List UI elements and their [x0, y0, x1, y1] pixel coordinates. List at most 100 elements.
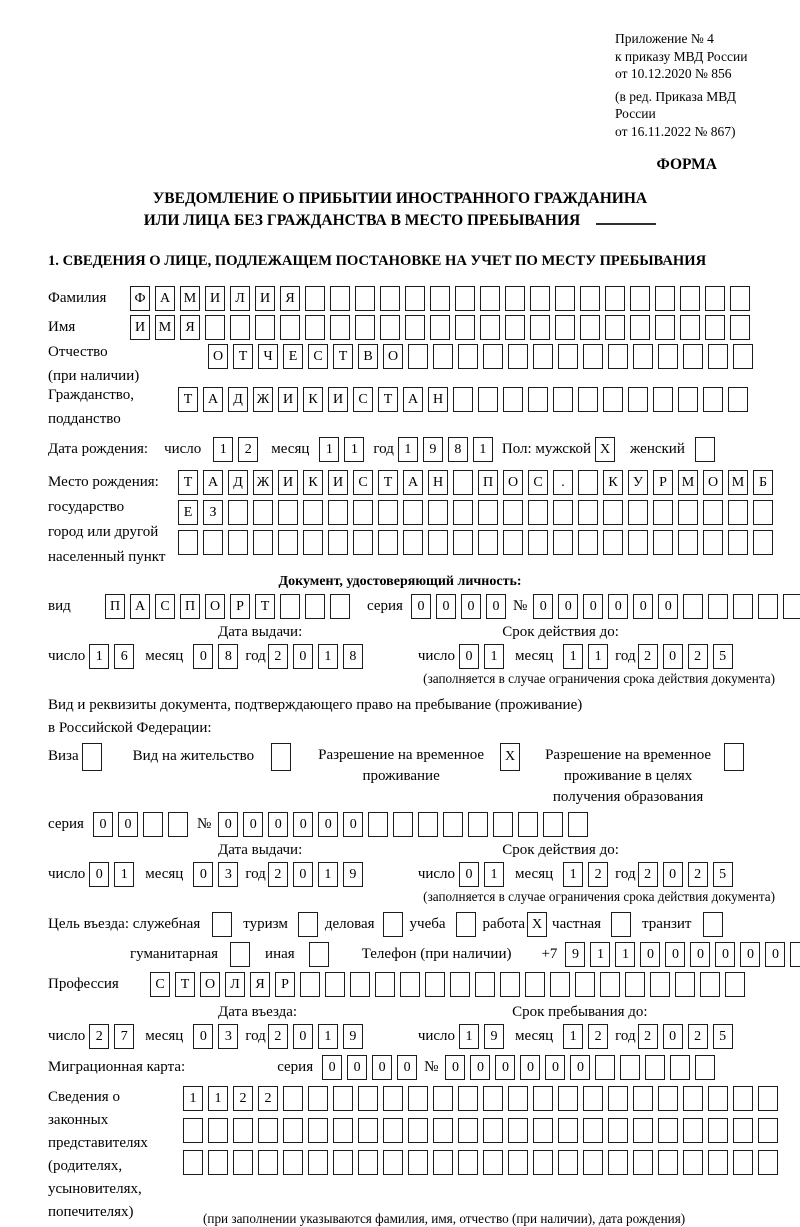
- char-box[interactable]: [508, 1086, 528, 1111]
- char-box[interactable]: [455, 315, 475, 340]
- char-box[interactable]: 1: [472, 437, 493, 462]
- char-box[interactable]: Ж: [253, 387, 273, 412]
- char-box[interactable]: 5: [712, 644, 733, 669]
- char-box[interactable]: [633, 1118, 653, 1143]
- char-box[interactable]: [428, 500, 448, 525]
- char-box[interactable]: [583, 1086, 603, 1111]
- char-box[interactable]: [730, 286, 750, 311]
- char-box[interactable]: Т: [233, 344, 253, 369]
- char-box[interactable]: 1: [317, 862, 338, 887]
- char-box[interactable]: 0: [292, 644, 313, 669]
- char-box[interactable]: 1: [459, 1024, 480, 1049]
- char-box[interactable]: 0: [243, 812, 264, 837]
- char-box[interactable]: М: [728, 470, 748, 495]
- char-box[interactable]: [503, 500, 523, 525]
- char-box[interactable]: [733, 1118, 753, 1143]
- char-box[interactable]: 1: [615, 942, 636, 967]
- char-box[interactable]: [330, 315, 350, 340]
- char-box[interactable]: 2: [258, 1086, 278, 1111]
- char-box[interactable]: [183, 1118, 203, 1143]
- char-box[interactable]: И: [278, 387, 298, 412]
- char-box[interactable]: [733, 594, 754, 619]
- char-box[interactable]: [683, 1086, 703, 1111]
- char-box[interactable]: [167, 812, 188, 837]
- checkbox-purpose-humanitarian[interactable]: [230, 942, 251, 967]
- char-box[interactable]: [353, 530, 373, 555]
- checkbox-residence-permit[interactable]: [271, 743, 292, 771]
- char-box[interactable]: [703, 530, 723, 555]
- char-box[interactable]: 0: [662, 644, 683, 669]
- checkbox-purpose-study[interactable]: [455, 912, 476, 937]
- char-box[interactable]: И: [255, 286, 275, 311]
- char-box[interactable]: [708, 344, 728, 369]
- char-box[interactable]: [428, 530, 448, 555]
- char-box[interactable]: [680, 286, 700, 311]
- checkbox-purpose-work[interactable]: X: [527, 912, 548, 937]
- char-box[interactable]: [733, 1086, 753, 1111]
- char-box[interactable]: [608, 344, 628, 369]
- char-box[interactable]: П: [478, 470, 498, 495]
- char-box[interactable]: [605, 315, 625, 340]
- char-box[interactable]: 2: [238, 437, 259, 462]
- char-box[interactable]: 2: [637, 1024, 658, 1049]
- char-box[interactable]: 2: [687, 862, 708, 887]
- char-box[interactable]: Е: [178, 500, 198, 525]
- char-box[interactable]: [550, 972, 570, 997]
- char-box[interactable]: 2: [588, 1024, 609, 1049]
- char-box[interactable]: 2: [89, 1024, 110, 1049]
- checkbox-purpose-private[interactable]: [611, 912, 632, 937]
- char-box[interactable]: [695, 1055, 716, 1080]
- char-box[interactable]: 0: [740, 942, 761, 967]
- char-box[interactable]: [308, 1086, 328, 1111]
- char-box[interactable]: 0: [268, 812, 289, 837]
- char-box[interactable]: Т: [178, 470, 198, 495]
- char-box[interactable]: И: [328, 387, 348, 412]
- char-box[interactable]: 0: [292, 862, 313, 887]
- char-box[interactable]: [653, 500, 673, 525]
- char-box[interactable]: 2: [267, 644, 288, 669]
- char-box[interactable]: [603, 387, 623, 412]
- char-box[interactable]: 0: [520, 1055, 541, 1080]
- char-box[interactable]: 0: [343, 812, 364, 837]
- char-box[interactable]: [558, 1118, 578, 1143]
- char-box[interactable]: [300, 972, 320, 997]
- char-box[interactable]: [658, 1086, 678, 1111]
- char-box[interactable]: [758, 1118, 778, 1143]
- char-box[interactable]: 2: [637, 644, 658, 669]
- char-box[interactable]: [678, 530, 698, 555]
- char-box[interactable]: [430, 286, 450, 311]
- char-box[interactable]: [380, 315, 400, 340]
- char-box[interactable]: [378, 500, 398, 525]
- char-box[interactable]: С: [308, 344, 328, 369]
- char-box[interactable]: Ж: [253, 470, 273, 495]
- char-box[interactable]: 5: [712, 1024, 733, 1049]
- char-box[interactable]: [733, 344, 753, 369]
- char-box[interactable]: [433, 1086, 453, 1111]
- char-box[interactable]: 1: [213, 437, 234, 462]
- char-box[interactable]: 1: [208, 1086, 228, 1111]
- char-box[interactable]: 1: [590, 942, 611, 967]
- char-box[interactable]: 0: [633, 594, 654, 619]
- char-box[interactable]: 0: [445, 1055, 466, 1080]
- checkbox-purpose-official[interactable]: [212, 912, 233, 937]
- char-box[interactable]: [508, 344, 528, 369]
- char-box[interactable]: [393, 812, 414, 837]
- char-box[interactable]: [453, 387, 473, 412]
- char-box[interactable]: 1: [183, 1086, 203, 1111]
- char-box[interactable]: [228, 530, 248, 555]
- char-box[interactable]: [670, 1055, 691, 1080]
- char-box[interactable]: 0: [558, 594, 579, 619]
- char-box[interactable]: 0: [89, 862, 110, 887]
- char-box[interactable]: [625, 972, 645, 997]
- char-box[interactable]: Ч: [258, 344, 278, 369]
- char-box[interactable]: [408, 344, 428, 369]
- char-box[interactable]: [633, 344, 653, 369]
- char-box[interactable]: [483, 1086, 503, 1111]
- char-box[interactable]: [480, 315, 500, 340]
- char-box[interactable]: 1: [317, 1024, 338, 1049]
- char-box[interactable]: [458, 1118, 478, 1143]
- char-box[interactable]: 0: [640, 942, 661, 967]
- char-box[interactable]: [253, 530, 273, 555]
- char-box[interactable]: [303, 500, 323, 525]
- char-box[interactable]: 0: [193, 1024, 214, 1049]
